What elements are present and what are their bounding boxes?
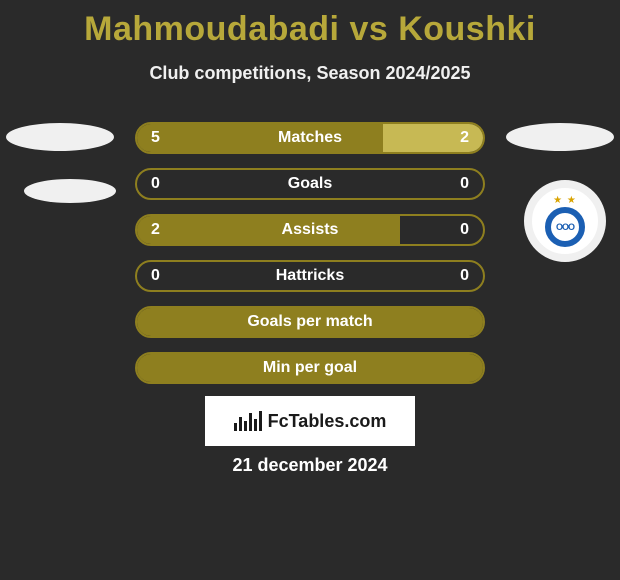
page-subtitle: Club competitions, Season 2024/2025	[0, 63, 620, 84]
stat-row: Hattricks0 0	[135, 260, 485, 292]
player-right-avatar-placeholder	[506, 123, 614, 151]
stat-label: Matches	[137, 124, 483, 152]
club-stars-icon: ★ ★	[553, 195, 577, 206]
stat-value-right: 0	[460, 170, 469, 198]
player-left-club-placeholder	[24, 179, 116, 203]
stat-value-right: 0	[460, 262, 469, 290]
comparison-bars: Matches52Goals00Assists20Hattricks00Goal…	[135, 122, 485, 398]
stat-label: Min per goal	[137, 354, 483, 382]
player-left-avatar-placeholder	[6, 123, 114, 151]
stat-row: Goals0 0	[135, 168, 485, 200]
stat-label: Hattricks	[137, 262, 483, 290]
esteghlal-icon: OOO	[545, 207, 585, 247]
fctables-label: FcTables.com	[268, 411, 387, 432]
player-right-club-badge: ★ ★ OOO	[524, 180, 606, 262]
bar-chart-icon	[234, 411, 262, 431]
stat-row: Assists2 0	[135, 214, 485, 246]
stat-value-left: 0	[151, 170, 160, 198]
fctables-badge: FcTables.com	[205, 396, 415, 446]
date-label: 21 december 2024	[0, 455, 620, 476]
stat-label: Goals	[137, 170, 483, 198]
stat-label: Goals per match	[137, 308, 483, 336]
stat-value-left: 2	[151, 216, 160, 244]
stat-row: Min per goal	[135, 352, 485, 384]
stat-row: Goals per match	[135, 306, 485, 338]
page-title: Mahmoudabadi vs Koushki	[0, 0, 620, 49]
stat-value-right: 0	[460, 216, 469, 244]
stat-label: Assists	[137, 216, 483, 244]
stat-row: Matches5 2	[135, 122, 485, 154]
stat-value-left: 5	[151, 124, 160, 152]
stat-value-left: 0	[151, 262, 160, 290]
stat-value-right: 2	[460, 124, 469, 152]
